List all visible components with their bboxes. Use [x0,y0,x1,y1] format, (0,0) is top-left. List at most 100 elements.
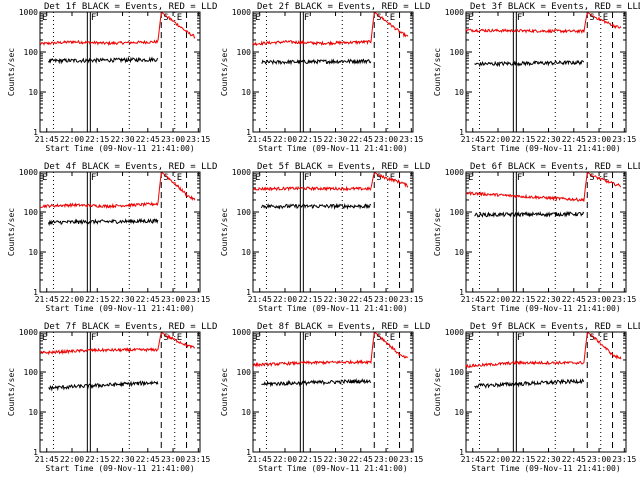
x-tick-label: 22:30 [323,295,347,304]
x-tick-label: 23:15 [399,135,423,144]
x-tick-label: 22:00 [273,455,297,464]
events-series-line [474,59,585,68]
panel-title: Det 7f BLACK = Events, RED = LLD [44,322,217,332]
x-tick-label: 23:15 [612,455,636,464]
plot-frame [39,171,201,293]
y-tick-label: 10 [28,88,38,97]
marker-label: E [42,13,47,23]
events-series-line [48,56,159,65]
x-tick-label: 21:45 [248,455,272,464]
y-tick-label: 100 [450,208,465,217]
panel-title: Det 3f BLACK = Events, RED = LLD [470,2,640,12]
x-tick-label: 22:30 [110,455,134,464]
y-tick-label: 100 [237,368,252,377]
x-tick-label: 21:45 [35,295,59,304]
y-tick-label: 10 [454,408,464,417]
marker-label: S [163,13,168,23]
marker-label: S [589,333,594,343]
x-tick-label: 23:15 [612,295,636,304]
lld-series-line [252,332,408,368]
marker-label: F [304,333,309,343]
marker-label: E [468,333,473,343]
x-tick-label: 22:15 [298,455,322,464]
lld-series-line [465,12,622,35]
y-tick-label: 1 [459,288,464,297]
panel-title: Det 4f BLACK = Events, RED = LLD [44,162,217,172]
marker-label: S [163,173,168,183]
x-tick-label: 21:45 [35,135,59,144]
x-tick-label: 22:45 [136,455,160,464]
x-tick-label: 22:00 [486,455,510,464]
x-tick-label: 22:30 [110,135,134,144]
marker-label: E [255,13,260,23]
events-series-line [48,380,159,392]
y-tick-label: 1000 [445,8,464,17]
y-axis-label: Counts/sec [7,48,16,96]
panel-title: Det 1f BLACK = Events, RED = LLD [44,2,217,12]
x-tick-label: 22:15 [511,455,535,464]
x-tick-label: 21:45 [461,455,485,464]
x-axis-label: Start Time (09-Nov-11 21:41:00) [258,144,407,153]
marker-label: E [177,333,182,343]
x-tick-label: 23:15 [186,455,210,464]
marker-label: E [255,173,260,183]
x-tick-label: 21:45 [461,135,485,144]
x-tick-label: 22:45 [562,295,586,304]
marker-label: E [177,13,182,23]
y-tick-label: 1 [459,128,464,137]
plot-frame [465,331,627,453]
y-tick-label: 1 [33,288,38,297]
y-tick-label: 1000 [19,328,38,337]
marker-label: E [603,13,608,23]
marker-label: S [376,333,381,343]
y-tick-label: 10 [454,248,464,257]
x-tick-label: 22:45 [562,455,586,464]
marker-label: E [603,333,608,343]
x-axis-label: Start Time (09-Nov-11 21:41:00) [45,304,194,313]
plot-frame [465,171,627,293]
y-axis-label: Counts/sec [220,48,229,96]
panel-6: Det 6f BLACK = Events, RED = LLD 1 10 100 10… [433,162,640,313]
y-axis-label: Counts/sec [220,368,229,416]
y-tick-label: 100 [450,368,465,377]
lld-series-line [39,12,196,47]
panel-title: Det 9f BLACK = Events, RED = LLD [470,322,640,332]
events-series-line [47,217,159,227]
events-series-line [260,202,372,211]
panel-9: Det 9f BLACK = Events, RED = LLD 1 10 100 10… [433,322,640,473]
marker-label: E [390,333,395,343]
x-tick-label: 22:00 [273,295,297,304]
x-tick-label: 23:15 [186,295,210,304]
y-tick-label: 10 [241,88,251,97]
marker-label: F [91,173,96,183]
y-tick-label: 1000 [19,8,38,17]
panel-8: Det 8f BLACK = Events, RED = LLD 1 10 100 10… [220,322,430,473]
x-tick-label: 22:15 [85,135,109,144]
plot-frame [465,11,627,133]
marker-label: S [376,173,381,183]
y-axis-label: Counts/sec [433,208,442,256]
x-tick-label: 23:00 [587,135,611,144]
y-tick-label: 100 [24,48,39,57]
x-tick-label: 22:45 [136,135,160,144]
x-tick-label: 22:45 [136,295,160,304]
lld-series-line [252,12,409,47]
plot-frame [252,11,414,133]
events-series-line [474,210,585,219]
x-tick-label: 22:30 [536,455,560,464]
y-axis-label: Counts/sec [7,368,16,416]
marker-label: S [589,173,594,183]
y-tick-label: 1000 [445,328,464,337]
panel-title: Det 2f BLACK = Events, RED = LLD [257,2,430,12]
marker-label: F [517,173,522,183]
panel-title: Det 8f BLACK = Events, RED = LLD [257,322,430,332]
marker-label: E [177,173,182,183]
panel-5: Det 5f BLACK = Events, RED = LLD 1 10 100 10… [220,162,430,313]
x-tick-label: 21:45 [248,295,272,304]
events-series-line [261,58,372,66]
y-tick-label: 1000 [19,168,38,177]
y-tick-label: 10 [28,248,38,257]
marker-label: E [42,173,47,183]
panel-2: Det 2f BLACK = Events, RED = LLD 1 10 100 10… [220,2,430,153]
x-tick-label: 23:15 [186,135,210,144]
